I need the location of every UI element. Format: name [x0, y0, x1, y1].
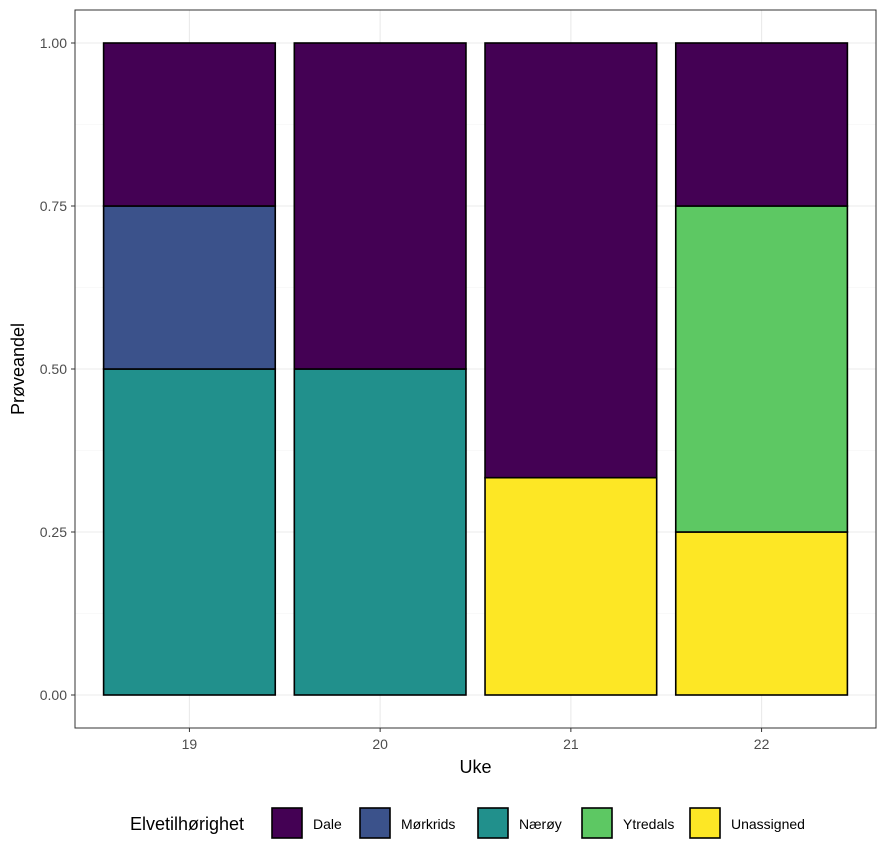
bar-segment-nærøy-19	[102, 368, 277, 696]
y-tick-label: 0.25	[40, 524, 67, 540]
y-tick-label: 0.00	[40, 687, 67, 703]
y-tick-label: 1.00	[40, 35, 67, 51]
bar-segment-mørkrids-19	[102, 205, 277, 370]
x-axis-title: Uke	[459, 757, 491, 777]
bar-segment-nærøy-20	[293, 368, 467, 696]
legend: Elvetilhørighet Dale Mørkrids Nærøy Ytredal…	[130, 807, 805, 839]
legend-key-nærøy	[477, 807, 509, 839]
x-tick-label: 22	[754, 736, 770, 752]
y-axis-title: Prøveandel	[8, 323, 28, 415]
bars	[102, 42, 849, 696]
x-tick-label: 21	[563, 736, 579, 752]
bar-segment-dale-22	[674, 42, 849, 207]
bar-segment-unassigned-22	[674, 531, 849, 696]
y-tick-label: 0.75	[40, 198, 67, 214]
y-tick-label: 0.50	[40, 361, 67, 377]
bar-segment-dale-21	[484, 42, 658, 479]
legend-title: Elvetilhørighet	[130, 814, 244, 834]
legend-label-nærøy: Nærøy	[519, 816, 562, 832]
bar-segment-unassigned-21	[484, 476, 658, 696]
x-axis-ticks: 19 20 21 22	[182, 728, 770, 752]
legend-key-mørkrids	[359, 807, 391, 839]
legend-label-mørkrids: Mørkrids	[401, 816, 455, 832]
x-tick-label: 19	[182, 736, 198, 752]
x-tick-label: 20	[372, 736, 388, 752]
legend-key-unassigned	[689, 807, 721, 839]
legend-key-dale	[271, 807, 303, 839]
legend-label-dale: Dale	[313, 816, 342, 832]
bar-segment-ytredals-22	[674, 205, 849, 533]
bar-segment-dale-19	[102, 42, 277, 207]
legend-key-ytredals	[581, 807, 613, 839]
y-axis-ticks: 0.00 0.25 0.50 0.75 1.00	[40, 35, 75, 703]
legend-label-unassigned: Unassigned	[731, 816, 805, 832]
bar-segment-dale-20	[293, 42, 467, 370]
legend-label-ytredals: Ytredals	[623, 816, 674, 832]
